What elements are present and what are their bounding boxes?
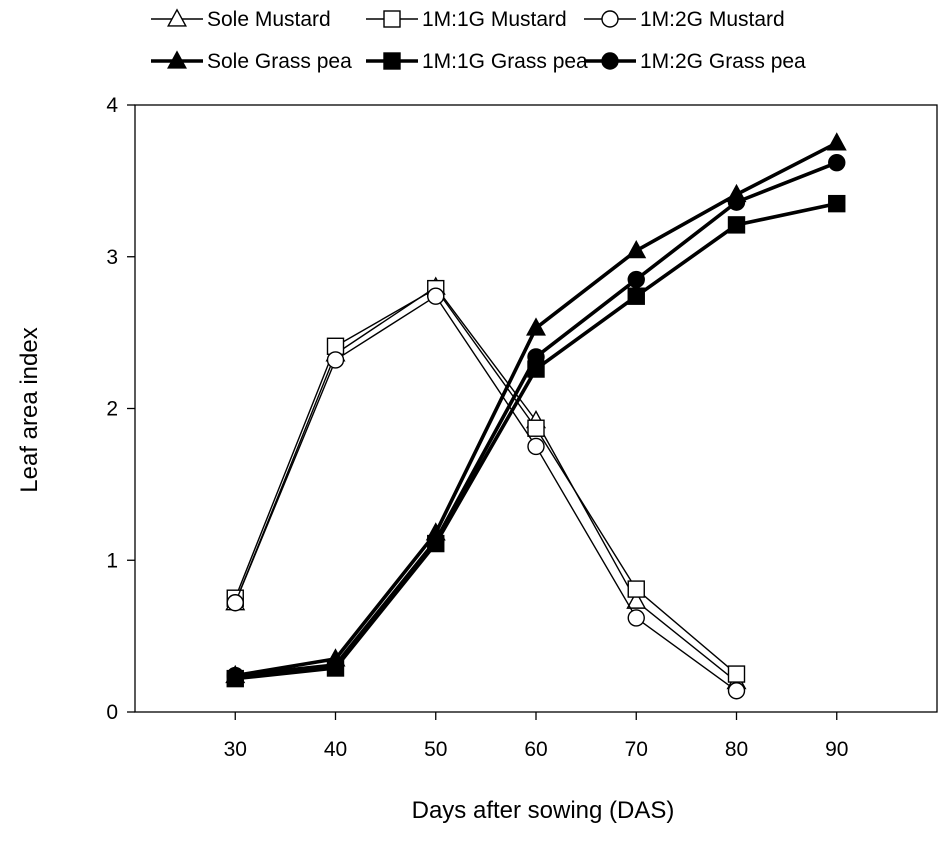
data-point	[527, 348, 545, 366]
legend: Sole Mustard 1M:1G Mustard 1M:2G Mustard So…	[151, 8, 806, 73]
legend-marker	[601, 52, 619, 70]
series-sole-grass-pea	[225, 132, 847, 684]
data-point	[828, 194, 846, 213]
legend-marker	[167, 50, 187, 69]
x-tick-label: 30	[224, 738, 247, 761]
data-point	[826, 132, 847, 151]
data-point	[727, 193, 746, 211]
x-tick-label: 90	[825, 738, 848, 761]
x-axis: 30 40 50 60 70 80 90	[224, 712, 848, 761]
series-layer	[225, 132, 847, 700]
series-line	[234, 295, 737, 692]
data-point	[627, 580, 645, 598]
series-1m-2g-mustard	[226, 287, 746, 700]
data-point	[326, 656, 345, 674]
legend-item: 1M:2G Mustard	[584, 8, 785, 31]
data-point	[626, 240, 647, 259]
x-tick-label: 80	[725, 738, 748, 761]
series-sole-mustard	[225, 276, 747, 690]
x-tick-label: 60	[524, 738, 547, 761]
data-point	[627, 270, 645, 289]
plot-frame	[134, 104, 938, 713]
series-1m-2g-grass-pea	[226, 153, 846, 685]
y-axis: 0 1 2 3 4	[106, 94, 135, 724]
x-axis-title: Days after sowing (DAS)	[412, 797, 675, 824]
series-line	[234, 287, 737, 675]
legend-label: 1M:2G Mustard	[640, 8, 785, 31]
legend-marker	[167, 8, 187, 27]
data-point	[727, 216, 746, 234]
legend-label: 1M:1G Mustard	[422, 8, 567, 31]
data-point	[727, 665, 746, 683]
data-point	[326, 351, 345, 369]
legend-marker	[383, 52, 401, 70]
data-point	[527, 419, 545, 437]
data-point	[626, 590, 647, 609]
data-point	[427, 287, 445, 305]
y-tick-label: 2	[106, 398, 118, 421]
data-point	[627, 287, 645, 305]
data-point	[828, 153, 846, 172]
data-point	[727, 682, 746, 700]
data-point	[527, 437, 545, 456]
data-point	[627, 609, 645, 627]
x-tick-label: 50	[424, 738, 447, 761]
series-1m-1g-mustard	[226, 279, 746, 683]
series-line	[234, 286, 737, 683]
legend-item: 1M:1G Mustard	[366, 8, 567, 31]
legend-label: Sole Mustard	[207, 8, 331, 31]
legend-item: Sole Mustard	[151, 8, 331, 31]
legend-marker	[601, 10, 619, 28]
legend-item: Sole Grass pea	[151, 50, 352, 73]
data-point	[427, 531, 445, 550]
y-tick-label: 3	[106, 246, 118, 269]
x-tick-label: 40	[324, 738, 347, 761]
data-point	[226, 666, 244, 685]
legend-item: 1M:2G Grass pea	[584, 50, 806, 73]
data-point	[226, 594, 244, 612]
y-tick-label: 0	[106, 701, 118, 724]
y-tick-label: 4	[106, 94, 118, 117]
x-tick-label: 70	[625, 738, 648, 761]
legend-label: 1M:1G Grass pea	[422, 50, 588, 73]
y-tick-label: 1	[106, 549, 118, 572]
legend-label: 1M:2G Grass pea	[640, 50, 806, 73]
legend-item: 1M:1G Grass pea	[366, 50, 588, 73]
y-axis-title: Leaf area index	[16, 327, 43, 492]
legend-marker	[383, 10, 401, 28]
plot-border	[134, 104, 938, 713]
legend-label: Sole Grass pea	[207, 50, 352, 73]
data-point	[526, 317, 546, 336]
